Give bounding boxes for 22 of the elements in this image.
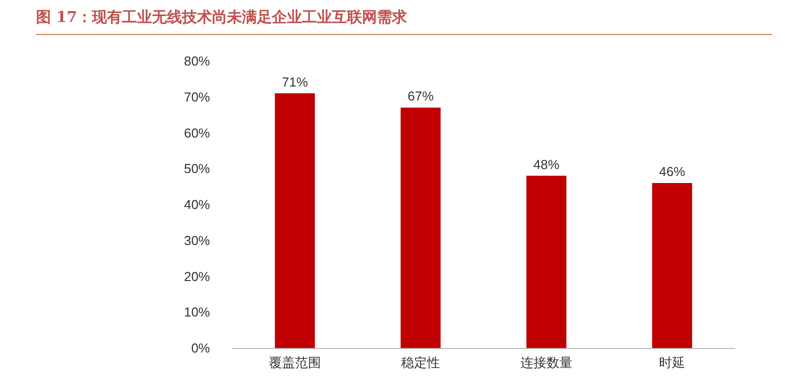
bar xyxy=(274,93,315,348)
y-tick-label: 70% xyxy=(184,89,210,104)
chart-title: 图 17：现有工业无线技术尚未满足企业工业互联网需求 xyxy=(36,8,408,27)
bar xyxy=(652,182,692,348)
data-label: 67% xyxy=(408,88,434,104)
data-label: 71% xyxy=(282,74,308,90)
y-tick-label: 0% xyxy=(191,340,210,356)
data-label: 46% xyxy=(659,164,686,179)
y-tick-label: 80% xyxy=(184,54,210,68)
x-tick-label: 连接数量 xyxy=(520,355,572,370)
y-tick-label: 50% xyxy=(184,161,210,176)
x-tick-label: 覆盖范围 xyxy=(268,355,321,370)
y-tick-label: 30% xyxy=(184,232,210,248)
bar xyxy=(400,108,441,348)
y-tick-label: 40% xyxy=(184,197,210,212)
bar xyxy=(526,176,566,348)
x-tick-label: 时延 xyxy=(659,355,686,370)
y-tick-label: 10% xyxy=(184,304,210,320)
y-tick-label: 60% xyxy=(184,125,210,140)
y-tick-label: 20% xyxy=(184,268,210,284)
data-label: 48% xyxy=(533,156,560,172)
x-tick-label: 稳定性 xyxy=(401,355,440,370)
